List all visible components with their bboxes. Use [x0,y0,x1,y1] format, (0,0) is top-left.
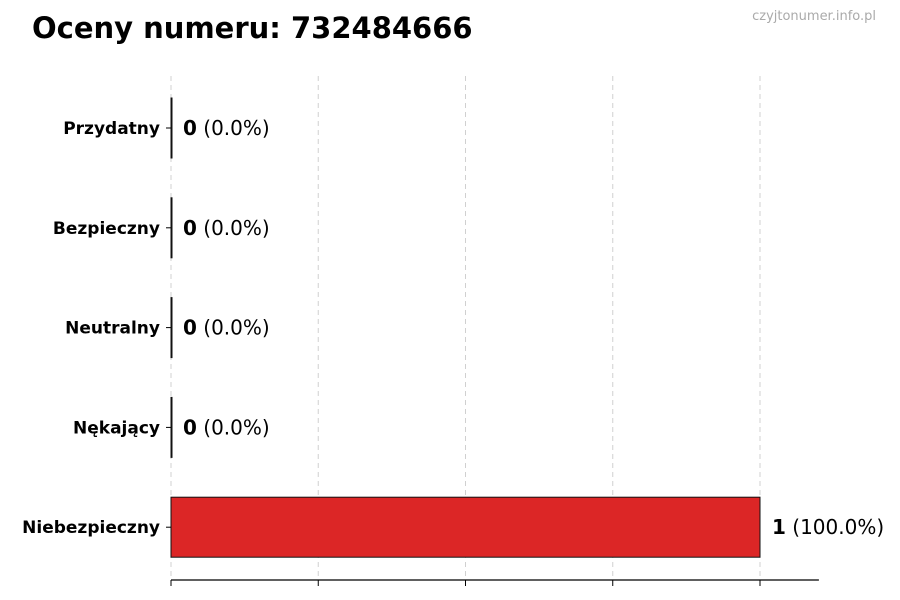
data-label-value: 0 [183,316,197,340]
bar [170,197,173,259]
y-tick-label: Niebezpieczny [22,518,160,538]
bar [170,496,761,558]
bar [170,396,173,458]
y-tick-label: Neutralny [65,319,160,339]
y-tick-label: Bezpieczny [53,219,160,239]
data-label-percent: (0.0%) [197,415,270,439]
data-label-value: 0 [183,415,197,439]
bar [170,297,173,359]
data-label-value: 0 [183,216,197,240]
data-label: 0 (0.0%) [183,316,270,340]
data-label: 1 (100.0%) [772,515,884,539]
data-label-percent: (0.0%) [197,316,270,340]
y-tick-label: Przydatny [63,119,160,139]
y-tick-label: Nękający [73,418,160,438]
data-label-percent: (100.0%) [786,515,884,539]
data-label-value: 0 [183,116,197,140]
data-label-percent: (0.0%) [197,216,270,240]
bar [170,97,173,159]
data-label-value: 1 [772,515,786,539]
data-label: 0 (0.0%) [183,116,270,140]
data-label: 0 (0.0%) [183,415,270,439]
data-label-percent: (0.0%) [197,116,270,140]
data-label: 0 (0.0%) [183,216,270,240]
chart-title: Oceny numeru: 732484666 [32,11,473,45]
watermark: czyjtonumer.info.pl [752,9,876,24]
